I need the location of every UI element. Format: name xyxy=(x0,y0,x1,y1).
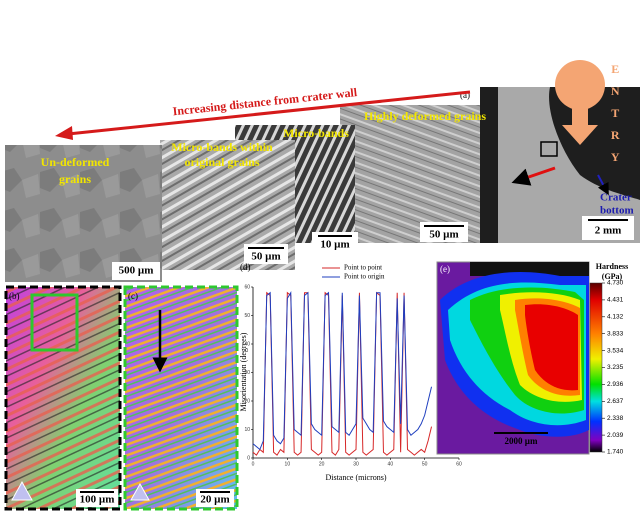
ebsd-map xyxy=(6,287,120,509)
y-tick-label: 40 xyxy=(244,341,250,347)
colorbar-tick-label: 1.740 xyxy=(607,449,624,456)
scale-label: 50 µm xyxy=(251,251,280,263)
image-title: Un-deformed xyxy=(41,155,110,169)
panel-label: (c) xyxy=(128,291,138,301)
colorbar-tick-label: 3.235 xyxy=(607,364,624,371)
y-axis-label: Misorientation (degrees) xyxy=(239,332,248,411)
image-title: grains xyxy=(59,172,91,186)
ipf-key xyxy=(130,482,150,501)
scale-box xyxy=(76,489,118,507)
map-region xyxy=(525,304,578,391)
image-title: Highly deformed grains xyxy=(364,109,486,123)
y-tick-label: 10 xyxy=(244,427,250,433)
colorbar-tick-label: 2.338 xyxy=(607,415,624,422)
crater-region xyxy=(498,87,640,243)
colorbar-tick-label: 3.833 xyxy=(607,330,624,337)
entry-arrow xyxy=(562,95,598,145)
image-title: original grains xyxy=(184,155,259,169)
legend-label: Point to point xyxy=(344,264,382,272)
x-tick-label: 10 xyxy=(285,461,291,467)
panel-label: (a) xyxy=(460,90,470,100)
colorbar-tick-label: 2.936 xyxy=(607,381,624,388)
distance-arrow xyxy=(67,90,471,136)
panel-label: (d) xyxy=(240,262,251,272)
image-title: Micro-bands xyxy=(283,126,349,140)
micrograph xyxy=(340,105,502,243)
arrow-head xyxy=(55,126,73,140)
entry-label: ENTRY xyxy=(608,62,622,172)
colorbar-tick-label: 4.431 xyxy=(607,297,624,304)
colorbar-unit: (GPa) xyxy=(602,272,623,281)
colorbar-tick-label: 4.132 xyxy=(607,314,624,321)
x-axis-label: Distance (microns) xyxy=(325,473,386,482)
scale-label: 20 µm xyxy=(200,494,229,506)
scale-label: 500 µm xyxy=(119,265,154,277)
crater-label: Crater xyxy=(600,192,632,204)
x-tick-label: 60 xyxy=(456,461,462,467)
panel-label: (e) xyxy=(440,264,450,274)
arrow xyxy=(597,174,609,196)
arrow xyxy=(511,166,556,186)
ipf-key xyxy=(11,480,33,501)
y-tick-label: 30 xyxy=(244,370,250,376)
scale-label: 50 µm xyxy=(429,229,458,241)
hardness-map xyxy=(436,261,590,455)
colorbar xyxy=(589,282,603,453)
x-tick-label: 20 xyxy=(319,461,325,467)
scale-box xyxy=(196,489,234,507)
panel-label: (b) xyxy=(9,291,20,301)
ebsd-map xyxy=(125,287,237,509)
zoom-box xyxy=(30,293,79,352)
scale-label: 2000 µm xyxy=(505,436,538,446)
colorbar-tick-label: 2.039 xyxy=(607,432,624,439)
map-region xyxy=(470,262,589,276)
y-tick-label: 0 xyxy=(247,455,250,461)
data-line xyxy=(252,290,433,451)
colorbar-tick-label: 3.534 xyxy=(607,347,624,354)
scale-box xyxy=(112,262,160,280)
scale-label: 2 mm xyxy=(595,225,622,237)
y-tick-label: 20 xyxy=(244,398,250,404)
scale-label: 10 µm xyxy=(320,239,349,251)
y-tick-label: 50 xyxy=(244,313,250,319)
colorbar-tick-label: 2.637 xyxy=(607,398,624,405)
y-tick-label: 60 xyxy=(244,284,250,290)
x-tick-label: 0 xyxy=(252,461,255,467)
colorbar-title: Hardness xyxy=(596,262,628,271)
entry-marker xyxy=(555,60,605,110)
highlight-box xyxy=(540,141,558,157)
colorbar-tick-label: 4.730 xyxy=(607,280,624,287)
micrograph xyxy=(5,145,162,282)
image-title: Micro-bands within xyxy=(171,140,273,154)
legend-label: Point to origin xyxy=(344,273,385,281)
x-tick-label: 50 xyxy=(422,461,428,467)
x-tick-label: 30 xyxy=(353,461,359,467)
crater-label: bottom xyxy=(600,205,634,217)
scale-label: 100 µm xyxy=(80,494,115,506)
panel-border xyxy=(123,285,239,511)
x-tick-label: 40 xyxy=(388,461,394,467)
